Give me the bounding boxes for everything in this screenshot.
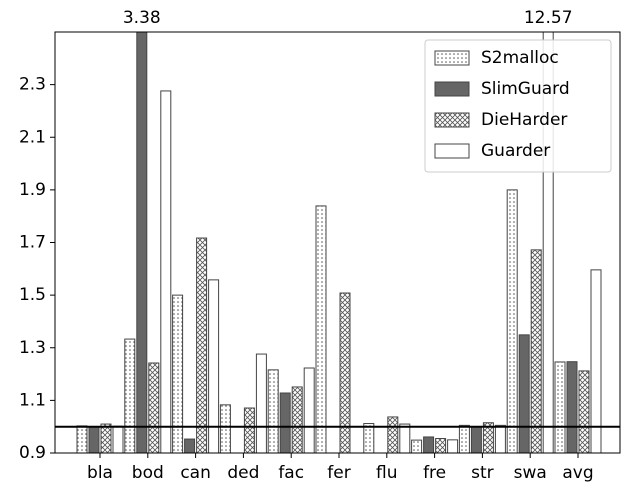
x-tick-label: can <box>180 463 211 483</box>
bar <box>184 438 196 453</box>
legend-box <box>424 39 612 173</box>
bar <box>518 334 530 453</box>
bar <box>447 439 459 453</box>
bar <box>411 439 423 453</box>
legend-label: Guarder <box>481 141 550 161</box>
bar <box>423 436 435 453</box>
bar <box>542 32 554 453</box>
bar <box>315 205 327 453</box>
bar <box>88 426 100 453</box>
bar <box>494 424 506 453</box>
x-tick-label: fac <box>278 463 304 483</box>
legend-label: DieHarder <box>481 110 567 130</box>
bar <box>470 426 482 453</box>
x-tick-label: flu <box>376 463 397 483</box>
x-tick-label: avg <box>562 463 593 483</box>
y-tick-label: 2.3 <box>19 75 46 95</box>
bar <box>530 249 542 453</box>
plot-frame <box>54 31 621 454</box>
y-tick-label: 0.9 <box>19 443 46 463</box>
bar <box>482 422 494 453</box>
legend-label: S2malloc <box>481 48 559 68</box>
bar <box>291 386 303 453</box>
legend-label: SlimGuard <box>481 79 570 99</box>
bar <box>387 416 399 453</box>
y-tick-label: 1.5 <box>19 285 46 305</box>
x-tick-label: bod <box>132 463 164 483</box>
x-tick-label: fer <box>327 463 350 483</box>
bar <box>112 425 124 453</box>
y-tick-label: 1.9 <box>19 180 46 200</box>
x-tick-label: fre <box>423 463 446 483</box>
bar <box>554 361 566 453</box>
bars <box>76 32 602 453</box>
x-tick-label: swa <box>514 463 547 483</box>
value-label: 12.57 <box>524 8 573 28</box>
bar <box>458 424 470 453</box>
legend-swatch <box>434 81 470 97</box>
bar <box>506 189 518 453</box>
legend-swatch <box>434 112 470 128</box>
y-tick-label: 1.7 <box>19 233 46 253</box>
y-tick-label: 1.3 <box>19 338 46 358</box>
bar <box>172 294 184 453</box>
x-tick-label: ded <box>227 463 259 483</box>
bar <box>578 370 590 453</box>
legend-swatch <box>434 143 470 159</box>
bar <box>160 90 172 453</box>
legend-swatch <box>434 50 470 66</box>
bar <box>339 292 351 453</box>
bar <box>100 423 112 453</box>
bar <box>267 369 279 453</box>
bar <box>399 423 411 453</box>
bar <box>124 338 136 453</box>
bar <box>255 353 267 453</box>
bar <box>566 361 578 453</box>
bar <box>363 423 375 453</box>
bar <box>76 425 88 453</box>
x-tick-label: bla <box>87 463 113 483</box>
y-tick-label: 1.1 <box>19 390 46 410</box>
bar <box>136 32 148 453</box>
bar <box>303 367 315 453</box>
bar <box>590 269 602 453</box>
bar <box>279 392 291 453</box>
bar <box>148 362 160 453</box>
y-tick-label: 2.1 <box>19 127 46 147</box>
bar <box>219 404 231 453</box>
bar <box>243 407 255 453</box>
bar <box>196 237 208 453</box>
x-tick-label: str <box>471 463 494 483</box>
bar <box>435 438 447 453</box>
value-label: 3.38 <box>123 8 161 28</box>
